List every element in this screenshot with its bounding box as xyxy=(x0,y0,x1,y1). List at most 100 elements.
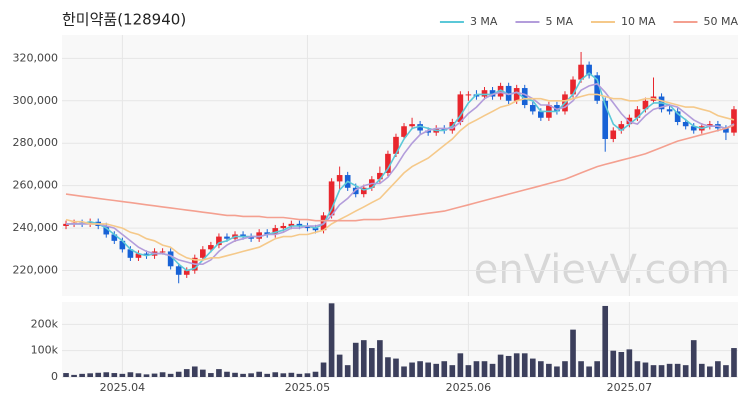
x-tick-label: 2025.05 xyxy=(285,381,331,394)
volume-bar xyxy=(167,373,174,377)
volume-bar xyxy=(79,373,85,377)
volume-bar xyxy=(240,373,246,377)
volume-bar xyxy=(393,358,399,377)
volume-bar xyxy=(248,373,254,377)
volume-bar xyxy=(521,353,528,377)
candle-body xyxy=(505,85,512,101)
volume-bar xyxy=(505,355,512,377)
candle-body xyxy=(328,181,335,216)
volume-bar xyxy=(409,362,415,377)
volume-bar xyxy=(497,354,504,377)
candle-body xyxy=(586,64,592,76)
candle-body xyxy=(393,136,399,154)
volume-bar xyxy=(731,348,737,377)
candle-body xyxy=(594,75,600,101)
volume-bar xyxy=(715,361,721,377)
chart-title: 한미약품(128940) xyxy=(62,11,186,29)
volume-bar xyxy=(127,372,134,377)
candle-body xyxy=(602,100,609,139)
volume-bar xyxy=(723,365,729,377)
volume-bar xyxy=(175,371,182,377)
candle-body xyxy=(489,90,496,97)
candle-body xyxy=(103,225,110,235)
volume-bar xyxy=(546,363,552,377)
volume-bar xyxy=(529,358,536,377)
candle-body xyxy=(674,111,681,122)
candle-body xyxy=(723,128,729,133)
volume-bar xyxy=(360,340,367,377)
volume-bar xyxy=(666,363,673,377)
volume-bar xyxy=(135,373,142,377)
candle-body xyxy=(731,109,737,133)
volume-bar xyxy=(288,372,295,377)
volume-bar xyxy=(200,369,206,377)
volume-bar xyxy=(658,365,665,377)
volume-bar xyxy=(626,349,633,377)
volume-bar xyxy=(216,369,222,377)
candle-body xyxy=(208,245,214,250)
y-tick-label: 320,000 xyxy=(13,51,59,64)
volume-bar xyxy=(674,363,681,377)
candle-body xyxy=(224,236,230,239)
volume-bar xyxy=(441,361,448,377)
legend-label: 10 MA xyxy=(621,15,656,28)
volume-bar xyxy=(63,373,69,377)
volume-bar xyxy=(425,362,431,377)
candle-body xyxy=(280,225,287,229)
candle-body xyxy=(183,270,190,275)
y-tick-label: 220,000 xyxy=(13,264,59,277)
candle-body xyxy=(707,124,713,127)
volume-bar xyxy=(650,365,657,377)
candle-body xyxy=(610,130,617,139)
candle-body xyxy=(682,122,689,127)
price-panel xyxy=(62,35,738,296)
volume-bar xyxy=(296,373,303,377)
volume-tick-label: 0 xyxy=(51,370,58,383)
candle-body xyxy=(288,223,295,226)
x-tick-label: 2025.06 xyxy=(446,381,492,394)
candle-body xyxy=(457,94,464,122)
volume-bar xyxy=(272,372,279,377)
candle-body xyxy=(417,124,423,131)
legend-label: 5 MA xyxy=(545,15,573,28)
volume-bar xyxy=(401,366,407,377)
legend-label: 50 MA xyxy=(703,15,738,28)
volume-bar xyxy=(602,305,609,377)
volume-bar xyxy=(457,353,464,377)
volume-bar xyxy=(570,329,576,377)
candle-body xyxy=(409,124,415,127)
volume-bar xyxy=(473,361,480,377)
volume-bar xyxy=(690,340,697,377)
candle-body xyxy=(240,234,246,237)
candle-body xyxy=(135,253,142,258)
watermark: enVievV.com xyxy=(474,247,730,293)
candle-body xyxy=(377,172,383,180)
volume-bar xyxy=(634,361,641,377)
candle-body xyxy=(167,251,174,267)
candle-body xyxy=(111,234,118,241)
candle-body xyxy=(554,105,560,112)
volume-bar xyxy=(103,372,110,377)
volume-bar xyxy=(224,371,230,377)
candle-body xyxy=(304,225,311,229)
candle-body xyxy=(63,223,69,226)
volume-tick-label: 200k xyxy=(31,317,59,330)
volume-bar xyxy=(143,374,150,377)
candle-body xyxy=(87,221,93,224)
x-tick-label: 2025.04 xyxy=(100,381,146,394)
volume-bar xyxy=(642,362,649,377)
candle-body xyxy=(127,249,134,258)
volume-panel xyxy=(62,302,738,377)
volume-bar xyxy=(111,373,118,377)
candle-body xyxy=(690,126,697,131)
volume-bar xyxy=(449,365,456,377)
candle-body xyxy=(159,251,166,253)
volume-bar xyxy=(377,340,383,377)
candle-body xyxy=(521,88,528,106)
ma-line xyxy=(65,93,735,261)
candle-body xyxy=(481,90,488,97)
volume-bar xyxy=(328,303,335,377)
volume-bar xyxy=(280,373,287,377)
volume-bar xyxy=(481,361,488,377)
